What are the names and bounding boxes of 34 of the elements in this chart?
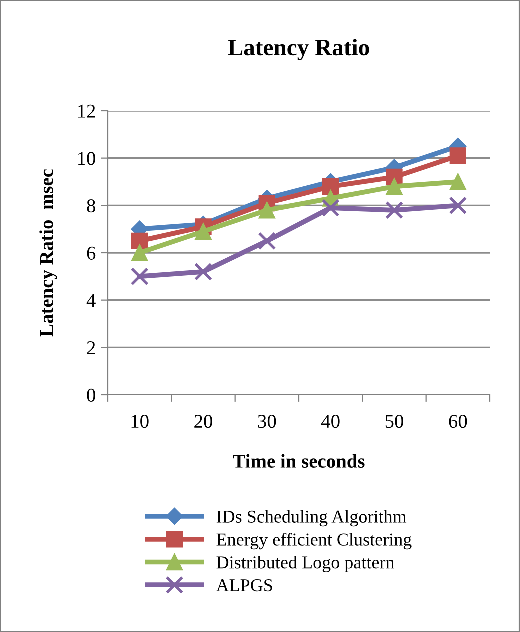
legend-label: ALPGS — [216, 579, 272, 592]
x-tick-label: 30 — [258, 415, 276, 428]
y-tick-label: 0 — [87, 388, 96, 402]
x-tick-label: 10 — [132, 415, 149, 428]
x-axis-title: Time in seconds — [233, 454, 365, 468]
point — [385, 201, 404, 220]
point — [195, 223, 212, 240]
legend-label: IDs Scheduling Algorithm — [216, 510, 407, 527]
y-axis-title: Latency Ratio msec — [40, 170, 58, 337]
point — [132, 244, 148, 262]
point — [132, 232, 148, 250]
point — [322, 178, 340, 196]
x-tick-label: 60 — [449, 415, 468, 428]
chart-title: Latency Ratio — [228, 39, 370, 61]
point — [450, 174, 466, 190]
x-tick-label: 40 — [321, 415, 340, 428]
x-tick-label: 50 — [386, 415, 404, 428]
point — [450, 148, 466, 164]
point — [449, 196, 468, 215]
point — [194, 262, 213, 281]
point — [258, 202, 276, 219]
y-tick-label: 2 — [87, 342, 96, 354]
point — [258, 232, 276, 250]
y-tick-label: 10 — [78, 152, 96, 166]
y-tick-label: 4 — [86, 294, 96, 308]
legend-label: Distributed Logo pattern — [216, 556, 394, 572]
point — [130, 268, 149, 286]
y-tick-label: 8 — [87, 199, 96, 213]
y-tick-label: 6 — [87, 246, 96, 260]
y-tick-label: 12 — [78, 104, 96, 118]
point — [322, 199, 340, 218]
legend-label: Energy efficient Clustering — [216, 532, 412, 550]
point — [386, 178, 403, 196]
x-tick-label: 20 — [194, 415, 212, 428]
